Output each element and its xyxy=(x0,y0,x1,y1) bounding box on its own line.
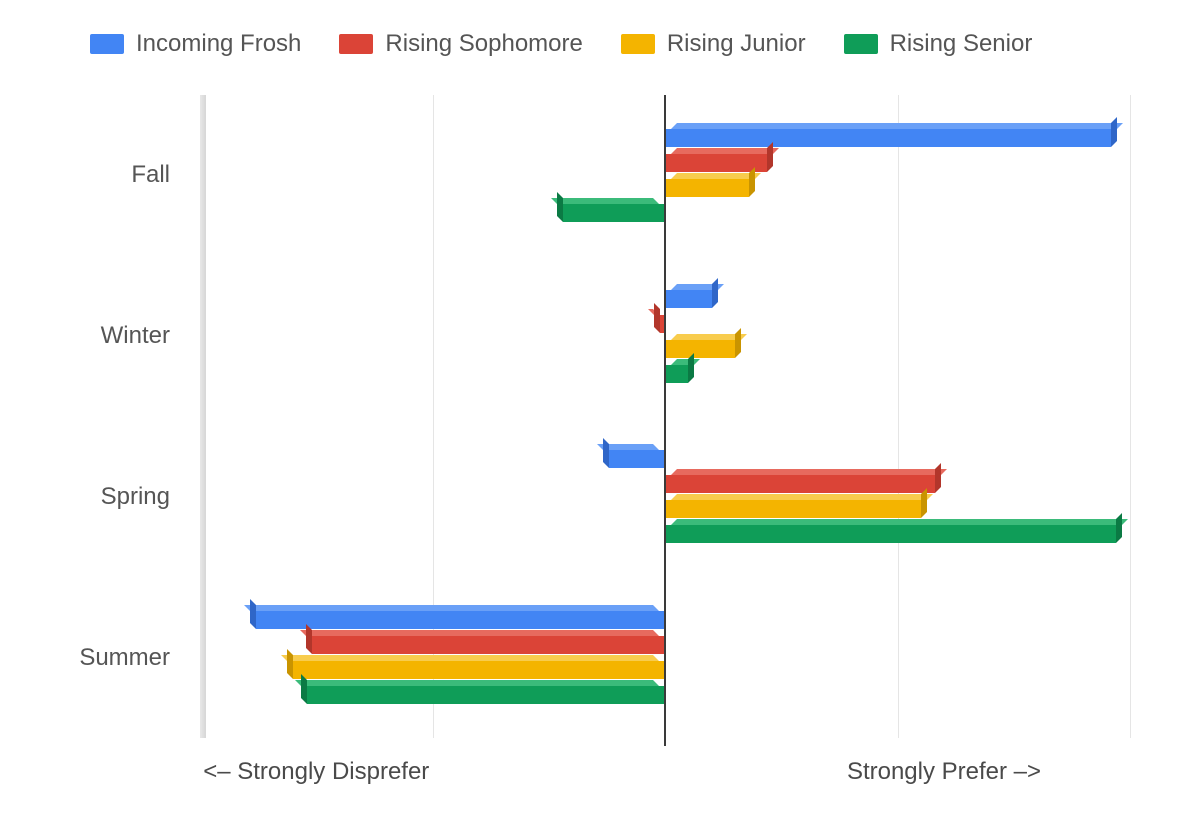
bar-fall-junior xyxy=(665,179,749,197)
legend-swatch-frosh xyxy=(90,34,124,54)
bar-summer-frosh xyxy=(256,611,665,629)
y-tick-label: Spring xyxy=(101,483,170,511)
gridline xyxy=(898,95,899,738)
legend: Incoming Frosh Rising Sophomore Rising J… xyxy=(90,30,1140,58)
y-tick-label: Fall xyxy=(131,161,170,189)
y-tick-label: Summer xyxy=(79,644,170,672)
y-tick-label: Winter xyxy=(101,322,170,350)
x-axis-label-left: <– Strongly Disprefer xyxy=(203,758,429,786)
bar-summer-soph xyxy=(312,636,665,654)
legend-item-junior: Rising Junior xyxy=(621,30,806,58)
bar-winter-senior xyxy=(665,365,688,383)
legend-label-junior: Rising Junior xyxy=(667,30,806,58)
x-axis-label-right: Strongly Prefer –> xyxy=(847,758,1041,786)
legend-item-soph: Rising Sophomore xyxy=(339,30,582,58)
chart-container: Incoming Frosh Rising Sophomore Rising J… xyxy=(0,0,1200,833)
bar-summer-junior xyxy=(293,661,665,679)
y-axis-labels: Fall Winter Spring Summer xyxy=(0,95,200,738)
zero-line xyxy=(664,95,666,746)
legend-item-senior: Rising Senior xyxy=(844,30,1033,58)
x-axis-labels: <– Strongly Disprefer Strongly Prefer –> xyxy=(200,758,1130,798)
legend-label-senior: Rising Senior xyxy=(890,30,1033,58)
bar-summer-senior xyxy=(307,686,665,704)
bar-spring-junior xyxy=(665,500,921,518)
bar-winter-junior xyxy=(665,340,735,358)
bar-spring-senior xyxy=(665,525,1116,543)
bar-winter-frosh xyxy=(665,290,712,308)
legend-swatch-senior xyxy=(844,34,878,54)
legend-swatch-soph xyxy=(339,34,373,54)
legend-item-frosh: Incoming Frosh xyxy=(90,30,301,58)
gridline xyxy=(1130,95,1131,738)
legend-swatch-junior xyxy=(621,34,655,54)
bar-fall-senior xyxy=(563,204,665,222)
plot-area xyxy=(200,95,1130,738)
bar-fall-frosh xyxy=(665,129,1111,147)
legend-label-frosh: Incoming Frosh xyxy=(136,30,301,58)
bar-spring-frosh xyxy=(609,450,665,468)
bar-spring-soph xyxy=(665,475,935,493)
legend-label-soph: Rising Sophomore xyxy=(385,30,582,58)
gridline xyxy=(200,95,206,738)
